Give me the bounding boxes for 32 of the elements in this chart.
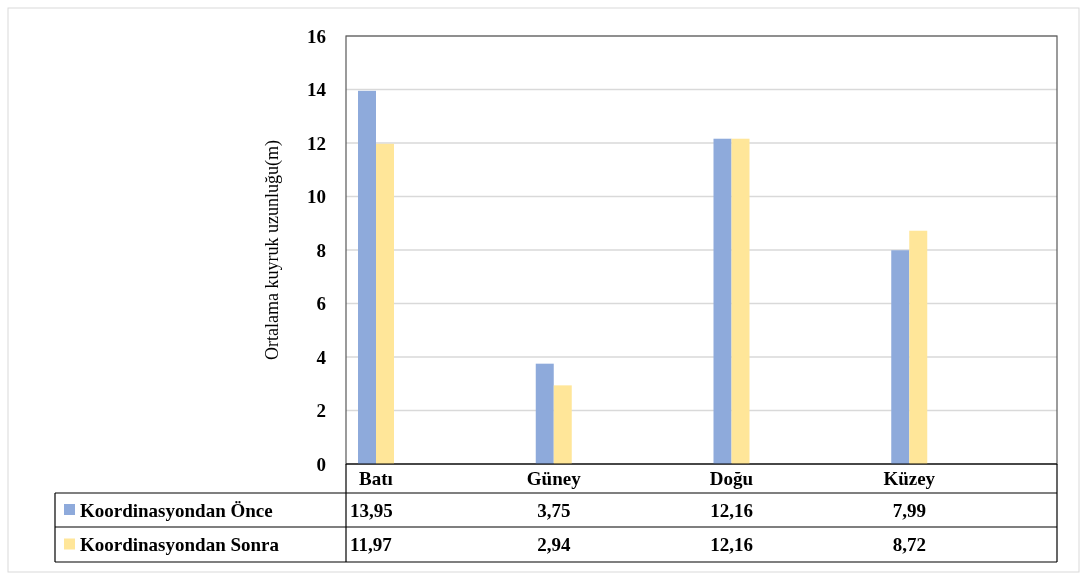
- x-tick-label: Doğu: [709, 468, 754, 490]
- legend-label: Koordinasyondan Önce: [80, 499, 273, 521]
- data-label: 11,97: [350, 534, 393, 556]
- data-label: 13,95: [350, 499, 393, 521]
- bar: [535, 363, 554, 464]
- y-tick-label: 14: [307, 79, 327, 101]
- bar: [909, 230, 928, 464]
- bar: [713, 138, 732, 464]
- data-label: 7,99: [892, 499, 926, 521]
- bar: [358, 90, 376, 464]
- bar: [731, 138, 750, 464]
- data-label: 12,16: [710, 499, 753, 521]
- x-tick-label: Güney: [526, 468, 582, 490]
- bar: [891, 250, 910, 464]
- data-label: 2,94: [537, 534, 571, 556]
- y-axis-title: Ortalama kuyruk uzunluğu(m): [262, 140, 283, 360]
- bar: [553, 385, 572, 464]
- y-tick-label: 16: [307, 25, 326, 47]
- y-tick-label: 8: [316, 239, 326, 261]
- y-tick-label: 4: [316, 346, 327, 368]
- x-tick-label: Küzey: [883, 468, 936, 490]
- y-tick-label: 2: [316, 400, 326, 422]
- y-tick-label: 0: [316, 453, 326, 475]
- y-tick-label: 10: [307, 186, 326, 208]
- x-tick-label: Batı: [359, 468, 393, 490]
- bar: [376, 143, 394, 464]
- y-tick-label: 12: [307, 132, 326, 154]
- legend-label: Koordinasyondan Sonra: [80, 534, 280, 556]
- data-label: 3,75: [537, 499, 571, 521]
- y-tick-label: 6: [316, 293, 326, 315]
- data-label: 8,72: [892, 534, 926, 556]
- data-label: 12,16: [710, 534, 753, 556]
